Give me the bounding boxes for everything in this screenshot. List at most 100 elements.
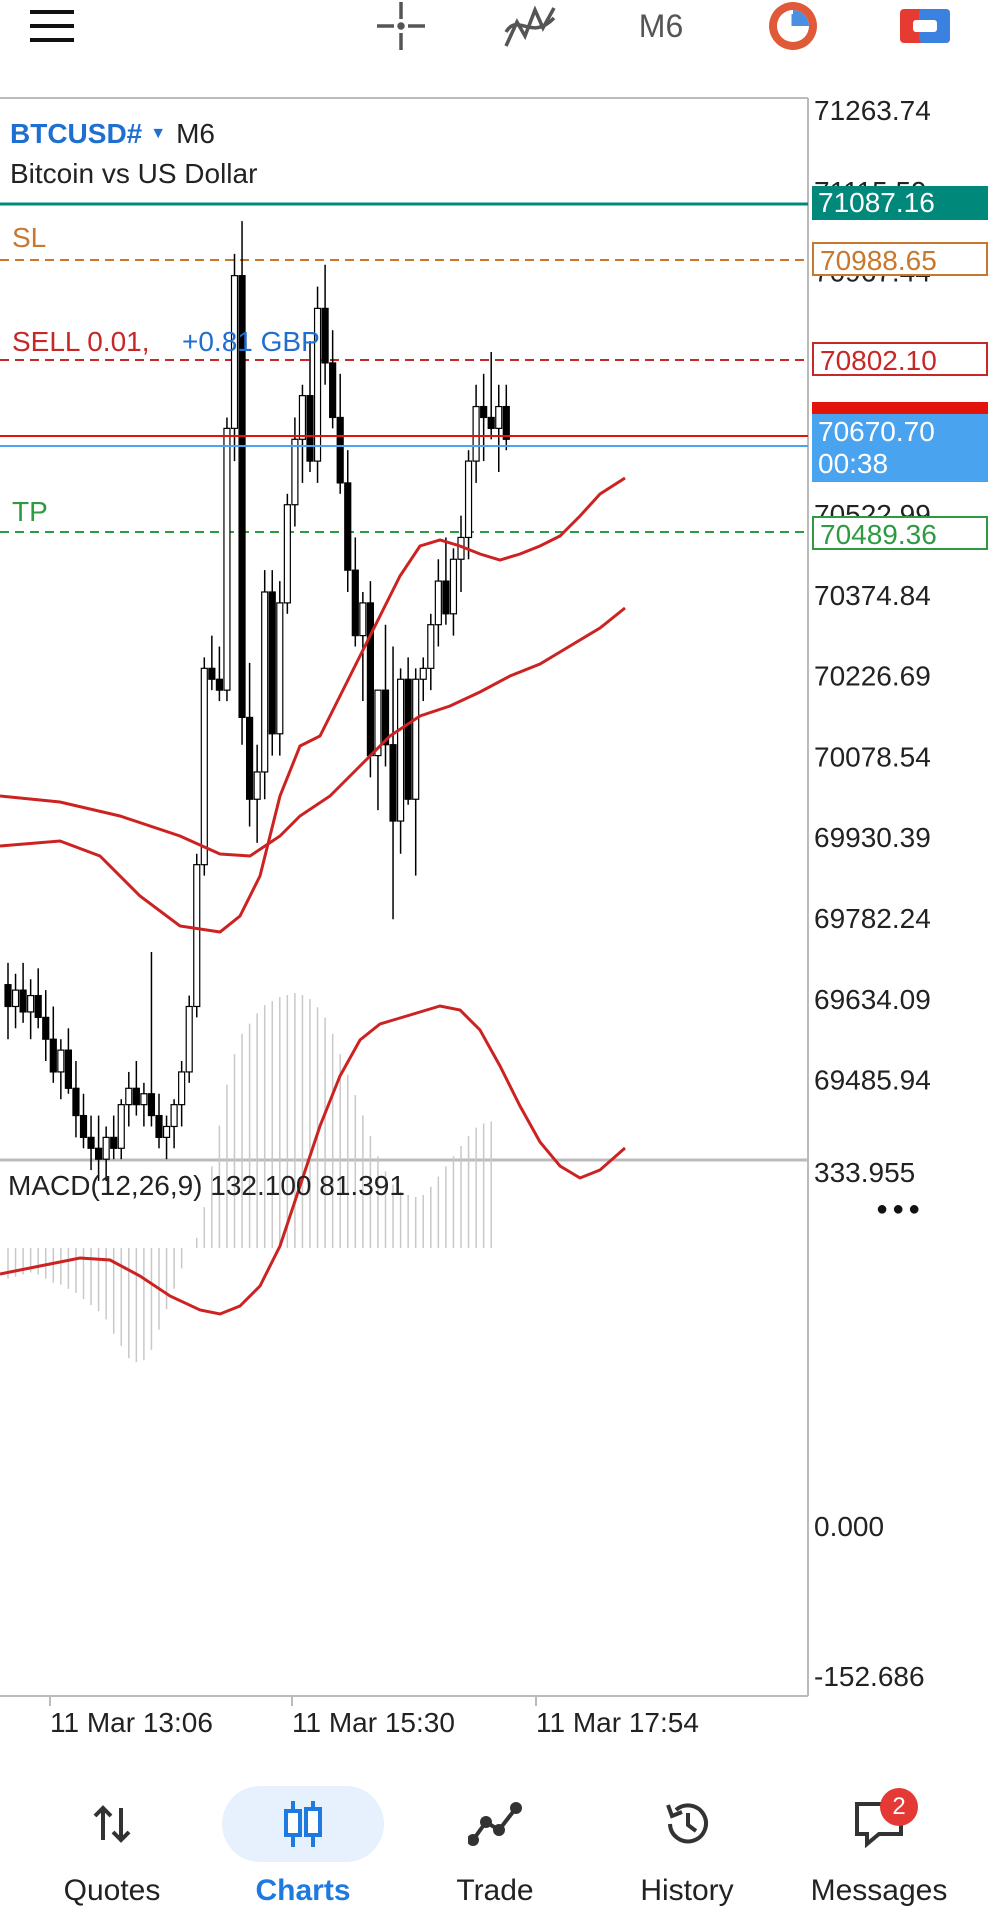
- price-axis-label: 71263.74: [814, 96, 931, 126]
- symbol-name[interactable]: BTCUSD#: [10, 118, 143, 149]
- sl-label: SL: [12, 222, 47, 253]
- candle-bullish: [223, 427, 231, 691]
- candle-bullish: [11, 989, 20, 1008]
- timeframe-selector[interactable]: M6: [638, 7, 684, 44]
- symbol-dropdown-icon[interactable]: ▼: [150, 125, 167, 142]
- candle-bearish: [344, 482, 352, 571]
- position-label[interactable]: SELL 0.01,: [12, 326, 150, 357]
- candle-bullish: [178, 1071, 186, 1106]
- bid-price: 70670.70: [818, 416, 935, 447]
- macd-label: MACD(12,26,9) 132.100 81.391: [8, 1170, 405, 1201]
- quotes-icon: [17, 1796, 207, 1852]
- candle-bearish: [79, 1114, 88, 1138]
- nav-quotes[interactable]: Quotes: [17, 1756, 207, 1920]
- candle-bullish: [419, 667, 427, 680]
- candle-bullish: [162, 1125, 171, 1138]
- candle-bearish: [42, 1016, 50, 1040]
- candle-bullish: [261, 591, 269, 773]
- candle-bearish: [147, 1093, 156, 1117]
- top-toolbar: M6: [0, 0, 992, 96]
- candle-bearish: [268, 591, 276, 735]
- indicators-icon[interactable]: [502, 0, 558, 52]
- high-price-tag: 71087.16: [812, 186, 988, 220]
- charts-icon: [208, 1796, 398, 1852]
- hamburger-menu-icon[interactable]: [26, 0, 78, 52]
- bar-countdown: 00:38: [818, 448, 889, 479]
- candle-bearish: [336, 416, 344, 484]
- candle-bullish: [427, 624, 435, 669]
- candle-bearish: [110, 1136, 118, 1149]
- candle-bullish: [185, 1005, 193, 1073]
- candle-bearish: [351, 569, 359, 637]
- slow-ma-line: [0, 606, 626, 858]
- candle-bullish: [359, 602, 367, 637]
- candle-bullish: [140, 1093, 148, 1106]
- sl-price-tag[interactable]: 70988.65: [812, 242, 988, 276]
- fast-ma-line: [0, 476, 626, 934]
- price-axis-label: 70226.69: [814, 661, 931, 692]
- candle-bearish: [480, 405, 488, 419]
- price-axis-label: 69782.24: [814, 903, 931, 934]
- position-price-tag[interactable]: 70802.10: [812, 342, 988, 376]
- nav-history[interactable]: History: [592, 1756, 782, 1920]
- candle-bearish: [208, 667, 216, 680]
- candle-bullish: [374, 689, 382, 757]
- crosshair-icon[interactable]: [374, 0, 428, 52]
- candle-bullish: [291, 438, 299, 506]
- nav-messages[interactable]: Messages: [784, 1756, 974, 1920]
- candle-bullish: [102, 1136, 110, 1160]
- candle-bullish: [253, 771, 261, 800]
- candle-bearish: [306, 395, 314, 462]
- macd-signal-line: [0, 1004, 626, 1316]
- ask-price-tag: 70692.30: [812, 402, 988, 414]
- candle-bearish: [72, 1087, 80, 1117]
- nav-history-label: History: [640, 1874, 734, 1907]
- candle-bullish: [200, 667, 208, 866]
- chart-type-icon[interactable]: [766, 0, 820, 52]
- candle-bearish: [321, 307, 329, 364]
- nav-charts-label: Charts: [255, 1874, 351, 1907]
- candle-bearish: [389, 744, 397, 822]
- trade-icon[interactable]: [898, 0, 952, 52]
- symbol-timeframe: M6: [176, 118, 215, 149]
- nav-trade[interactable]: Trade: [400, 1756, 590, 1920]
- time-axis-label: 11 Mar 17:54: [536, 1707, 699, 1738]
- nav-messages-label: Messages: [810, 1874, 948, 1907]
- chart-area[interactable]: 71263.7471115.5970967.4470819.2970671.14…: [0, 96, 992, 1756]
- candle-bullish: [472, 405, 480, 462]
- profit-label: +0.81 GBP: [182, 326, 320, 357]
- candle-bearish: [215, 678, 223, 691]
- candle-bearish: [487, 416, 495, 429]
- tp-price-tag[interactable]: 70489.36: [812, 516, 988, 550]
- time-axis-label: 11 Mar 15:30: [292, 1707, 455, 1738]
- candle-bearish: [4, 984, 12, 1008]
- nav-quotes-label: Quotes: [63, 1874, 161, 1907]
- ask-price: 70692.30: [818, 403, 935, 414]
- candle-bearish: [94, 1147, 103, 1160]
- candle-bullish: [434, 580, 442, 626]
- candle-bullish: [283, 504, 291, 604]
- candle-bearish: [132, 1087, 140, 1106]
- candle-bearish: [329, 362, 337, 419]
- candle-bearish: [87, 1136, 95, 1149]
- candle-bullish: [495, 405, 503, 429]
- candle-bullish: [313, 307, 322, 462]
- candle-bearish: [381, 689, 390, 746]
- tp-label: TP: [12, 496, 48, 527]
- candle-bullish: [298, 395, 307, 440]
- candle-bullish: [125, 1087, 133, 1106]
- candle-bearish: [238, 275, 246, 719]
- messages-badge: 2: [880, 1788, 918, 1826]
- candle-bullish: [397, 678, 405, 822]
- more-options-icon[interactable]: ●●●: [876, 1198, 925, 1220]
- messages-icon: [784, 1796, 974, 1852]
- candle-bearish: [442, 580, 450, 615]
- candle-bearish: [155, 1114, 163, 1138]
- candle-bullish: [230, 275, 239, 429]
- nav-trade-label: Trade: [456, 1874, 534, 1907]
- nav-charts[interactable]: Charts: [208, 1756, 398, 1920]
- price-axis-label: 69634.09: [814, 984, 931, 1015]
- candle-bearish: [34, 994, 42, 1018]
- candle-bearish: [19, 989, 27, 1013]
- symbol-header[interactable]: BTCUSD# ▼ M6: [10, 118, 215, 150]
